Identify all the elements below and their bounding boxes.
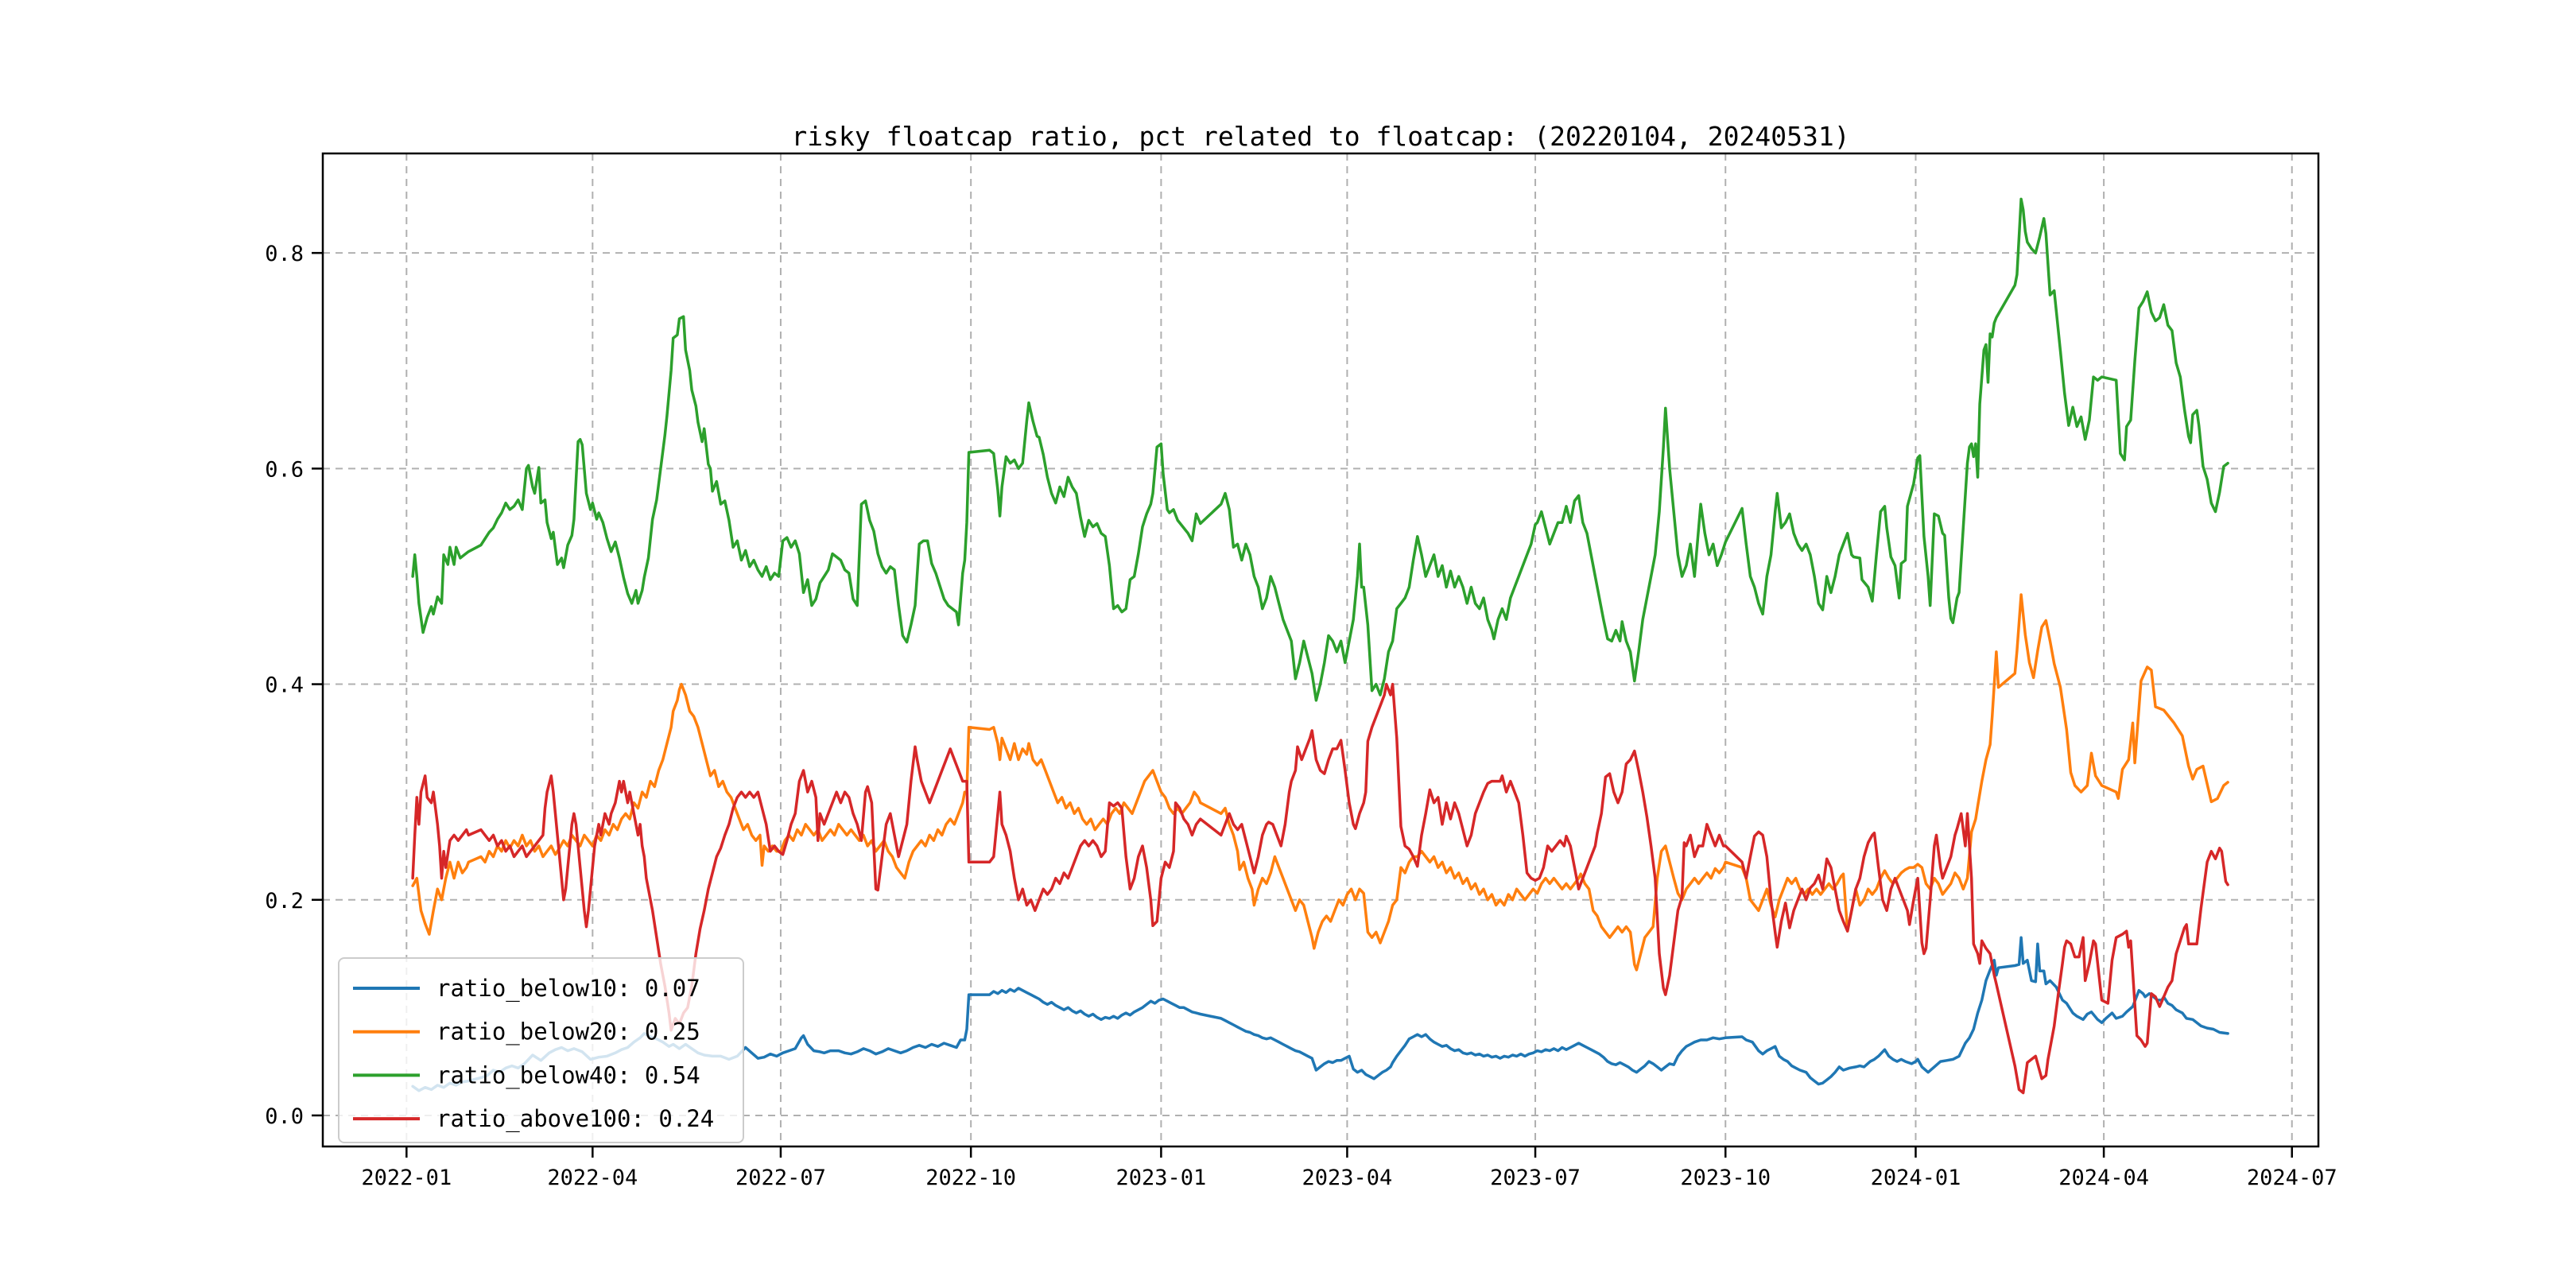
legend-label-ratio_above100: ratio_above100: 0.24	[436, 1105, 714, 1133]
x-tick-label: 2024-01	[1871, 1166, 1961, 1190]
axis-ticks-and-labels: 2022-01 2022-04 2022-07 2022-10 2023-01 2023-…	[265, 242, 2337, 1190]
series-line-ratio_below20	[411, 593, 2229, 972]
plot-border	[321, 152, 2320, 1148]
legend-label-ratio_below10: ratio_below10: 0.07	[436, 975, 700, 1003]
x-tick-label: 2024-07	[2247, 1166, 2337, 1190]
data-series	[411, 197, 2229, 1095]
x-tick-label: 2022-04	[547, 1166, 638, 1190]
series-line-ratio_above100	[411, 682, 2229, 1095]
x-tick-label: 2022-10	[925, 1166, 1016, 1190]
legend-label-ratio_below40: ratio_below40: 0.54	[436, 1061, 700, 1089]
legend-item-ratio_below10: ratio_below10: 0.07	[353, 975, 700, 1003]
legend: ratio_below10: 0.07 ratio_below20: 0.25 ra…	[338, 957, 744, 1143]
x-tick-label: 2023-04	[1302, 1166, 1393, 1190]
x-tick-label: 2022-01	[361, 1166, 452, 1190]
series-line-ratio_below40	[411, 197, 2229, 702]
legend-box	[338, 957, 744, 1143]
x-tick-label: 2023-07	[1490, 1166, 1581, 1190]
legend-item-ratio_below40: ratio_below40: 0.54	[353, 1061, 700, 1089]
y-tick-label: 0.6	[265, 457, 304, 482]
legend-label-ratio_below20: ratio_below20: 0.25	[436, 1018, 700, 1046]
x-tick-label: 2023-10	[1680, 1166, 1771, 1190]
y-tick-label: 0.0	[265, 1104, 304, 1129]
series-line-ratio_below10	[411, 936, 2229, 1092]
legend-item-ratio_below20: ratio_below20: 0.25	[353, 1018, 700, 1046]
y-tick-label: 0.8	[265, 242, 304, 266]
gridlines	[323, 153, 2318, 1146]
x-tick-label: 2023-01	[1115, 1166, 1206, 1190]
chart-title: risky floatcap ratio, pct related to flo…	[791, 121, 1849, 152]
x-tick-label: 2024-04	[2058, 1166, 2149, 1190]
legend-item-ratio_above100: ratio_above100: 0.24	[353, 1105, 714, 1133]
x-tick-label: 2022-07	[735, 1166, 826, 1190]
y-tick-label: 0.4	[265, 673, 304, 698]
y-tick-label: 0.2	[265, 889, 304, 914]
